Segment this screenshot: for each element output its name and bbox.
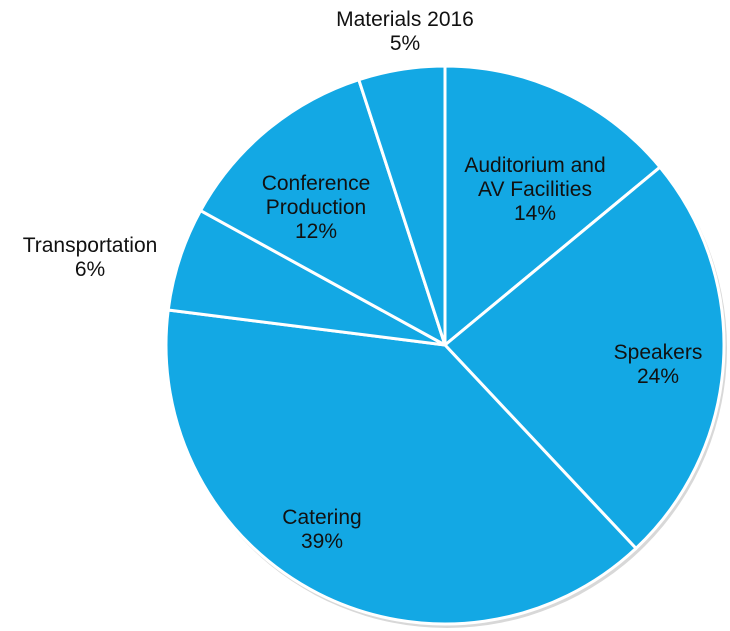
value-label: 14% [513,202,557,225]
category-label: Materials 2016 [336,8,474,31]
category-label: Auditorium and AV Facilities [464,154,606,201]
value-label: 5% [389,32,421,55]
category-label: Conference Production [261,172,371,219]
slice-label: Materials 2016 5% [336,8,474,56]
category-label: Transportation [22,234,158,257]
pie-slice [357,64,447,347]
slice-label: Speakers 24% [614,341,703,389]
category-label: Speakers [613,341,703,364]
value-label: 6% [74,258,106,281]
pie-slice [443,64,662,347]
slice-label: Catering 39% [282,506,361,554]
slice-label: Conference Production 12% [262,172,371,244]
slice-label: Auditorium and AV Facilities 14% [464,154,605,226]
slice-label: Transportation 6% [23,234,158,282]
pie-slice [164,308,638,626]
category-label: Catering [282,506,362,529]
value-label: 24% [636,365,680,388]
value-label: 12% [294,220,338,243]
pie-slice [443,165,726,550]
pie-slice [199,78,447,347]
value-label: 39% [300,530,344,553]
